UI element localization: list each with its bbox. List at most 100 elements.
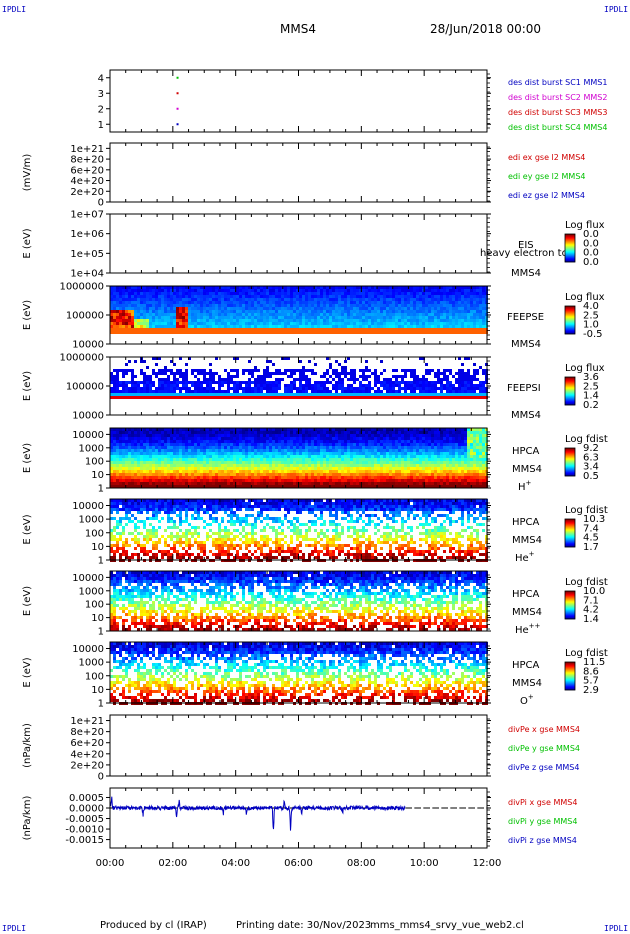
colorbar-tick-label: 0.5 bbox=[583, 471, 599, 482]
corner-label-top-right: IPDLI bbox=[604, 5, 629, 14]
header-datetime: 28/Jun/2018 00:00 bbox=[430, 22, 542, 36]
instrument-label: MMS4 bbox=[512, 607, 542, 618]
y-tick-label: 100 bbox=[85, 528, 104, 539]
y-tick-label: -0.0015 bbox=[65, 835, 104, 846]
instrument-label: heavy electron to bbox=[480, 248, 568, 259]
y-tick-label: 10000 bbox=[72, 340, 104, 351]
y-tick-label: 1e+21 bbox=[70, 716, 104, 727]
colorbar-tick-label: 2.9 bbox=[583, 685, 599, 696]
panel-hpca_he: 10000 1000 100 10 1 E (eV) HPCA MMS4 He+ Log fdis… bbox=[22, 498, 608, 567]
colorbar-tick-label: 8.6 bbox=[583, 666, 599, 677]
panel-hpca_he2: 10000 1000 100 10 1 E (eV) HPCA MMS4 He++ Log fdi… bbox=[22, 570, 608, 638]
colorbar-tick-label: 3.6 bbox=[583, 372, 599, 383]
y-axis-label: (mV/m) bbox=[22, 154, 33, 192]
instrument-label: MMS4 bbox=[511, 268, 541, 279]
y-axis-label: E (eV) bbox=[22, 586, 33, 616]
panel-hpca_h: 10000 1000 100 10 1 E (eV) HPCA MMS4 H+ Log fdist… bbox=[22, 427, 608, 495]
colorbar bbox=[564, 661, 576, 691]
panel-frame bbox=[109, 714, 488, 777]
burst-point bbox=[176, 76, 179, 79]
y-tick-label: 0 bbox=[98, 198, 104, 209]
footer-filename: mms_mms4_srvy_vue_web2.cl bbox=[370, 920, 524, 931]
colorbar-tick-label: 0.0 bbox=[583, 238, 599, 249]
y-tick-label: 6e+20 bbox=[70, 165, 104, 176]
instrument-label: FEEPSI bbox=[507, 383, 541, 394]
legend-entry: divPe z gse MMS4 bbox=[508, 763, 579, 772]
colorbar bbox=[564, 233, 576, 263]
y-tick-label: 1000 bbox=[79, 586, 104, 597]
instrument-label: HPCA bbox=[512, 589, 540, 600]
y-axis-label: E (eV) bbox=[22, 371, 33, 401]
colorbar-tick-label: 0.0 bbox=[583, 229, 599, 240]
y-tick-label: 8e+20 bbox=[70, 155, 104, 166]
y-axis-label: (nPa/km) bbox=[22, 796, 33, 841]
y-tick-label: 0.0000 bbox=[69, 804, 104, 815]
y-tick-label: -0.0010 bbox=[65, 825, 104, 836]
y-tick-label: 100000 bbox=[66, 311, 104, 322]
colorbar-tick-label: 2.5 bbox=[583, 310, 599, 321]
corner-label-top-left: IPDLI bbox=[2, 5, 27, 14]
y-tick-label: 1000000 bbox=[59, 282, 104, 293]
header-title: MMS4 bbox=[280, 22, 316, 36]
colorbar-tick-label: 6.3 bbox=[583, 452, 599, 463]
y-tick-label: 10 bbox=[91, 470, 104, 481]
species-label: O+ bbox=[520, 693, 534, 707]
instrument-label: MMS4 bbox=[511, 339, 541, 350]
y-tick-label: 10000 bbox=[72, 501, 104, 512]
y-tick-label: 1e+07 bbox=[70, 210, 104, 221]
colorbar-tick-label: 10.3 bbox=[583, 514, 605, 525]
y-axis-label: E (eV) bbox=[22, 514, 33, 544]
y-tick-label: 0.0005 bbox=[69, 793, 104, 804]
y-tick-label: 4e+20 bbox=[70, 176, 104, 187]
legend-entry: des dist burst SC2 MMS2 bbox=[508, 93, 607, 102]
panel-frame bbox=[109, 69, 488, 133]
species-label: H+ bbox=[518, 479, 532, 493]
legend-entry: divPi y gse MMS4 bbox=[508, 817, 577, 826]
y-axis-label: E (eV) bbox=[22, 657, 33, 687]
burst-point bbox=[176, 123, 179, 126]
instrument-label: HPCA bbox=[512, 446, 540, 457]
y-tick-label: 3 bbox=[98, 89, 104, 100]
colorbar-tick-label: 1.7 bbox=[583, 542, 599, 553]
legend-entry: divPe y gse MMS4 bbox=[508, 744, 580, 753]
colorbar-tick-label: 5.7 bbox=[583, 676, 599, 687]
colorbar-title: Log flux bbox=[565, 292, 605, 303]
colorbar-tick-label: 4.0 bbox=[583, 301, 599, 312]
colorbar-tick-label: 9.2 bbox=[583, 443, 599, 454]
legend-entry: des dist burst SC1 MMS1 bbox=[508, 78, 607, 87]
colorbar-title: Log fdist bbox=[565, 505, 608, 516]
y-tick-label: 10000 bbox=[72, 430, 104, 441]
legend-entry: des dist burst SC3 MMS3 bbox=[508, 108, 607, 117]
colorbar-tick-label: 11.5 bbox=[583, 657, 605, 668]
species-label: He+ bbox=[515, 550, 535, 564]
panel-feepsi: 1000000 100000 10000 E (eV) FEEPSI MMS4 Log fl… bbox=[22, 353, 605, 422]
y-tick-label: 1e+06 bbox=[70, 229, 104, 240]
colorbar-tick-label: 7.1 bbox=[583, 595, 599, 606]
y-tick-label: 10 bbox=[91, 613, 104, 624]
colorbar bbox=[564, 447, 576, 477]
species-label: He++ bbox=[515, 622, 541, 636]
x-tick-label: 00:00 bbox=[96, 858, 125, 869]
y-axis-label: E (eV) bbox=[22, 228, 33, 258]
panel-hpca_o: 10000 1000 100 10 1 E (eV) HPCA MMS4 O+ Log fdist… bbox=[22, 641, 608, 710]
x-tick-label: 08:00 bbox=[347, 858, 376, 869]
divpi-z-series-line bbox=[110, 796, 406, 831]
instrument-label: FEEPSE bbox=[507, 312, 544, 323]
colorbar-tick-label: 3.4 bbox=[583, 462, 599, 473]
y-tick-label: 1e+21 bbox=[70, 144, 104, 155]
burst-point bbox=[176, 107, 179, 110]
y-tick-label: 8e+20 bbox=[70, 727, 104, 738]
y-tick-label: 2e+20 bbox=[70, 760, 104, 771]
panel-frame bbox=[109, 142, 488, 203]
y-tick-label: 100000 bbox=[66, 382, 104, 393]
y-tick-label: 100 bbox=[85, 671, 104, 682]
colorbar-tick-label: -0.5 bbox=[583, 329, 603, 340]
x-tick-label: 10:00 bbox=[410, 858, 439, 869]
panel-frame bbox=[109, 213, 488, 274]
panel-frame bbox=[109, 787, 488, 849]
colorbar-tick-label: 1.4 bbox=[583, 614, 599, 625]
legend-entry: edi ez gse l2 MMS4 bbox=[508, 191, 585, 200]
colorbar-tick-label: 0.0 bbox=[583, 257, 599, 268]
instrument-label: HPCA bbox=[512, 517, 540, 528]
